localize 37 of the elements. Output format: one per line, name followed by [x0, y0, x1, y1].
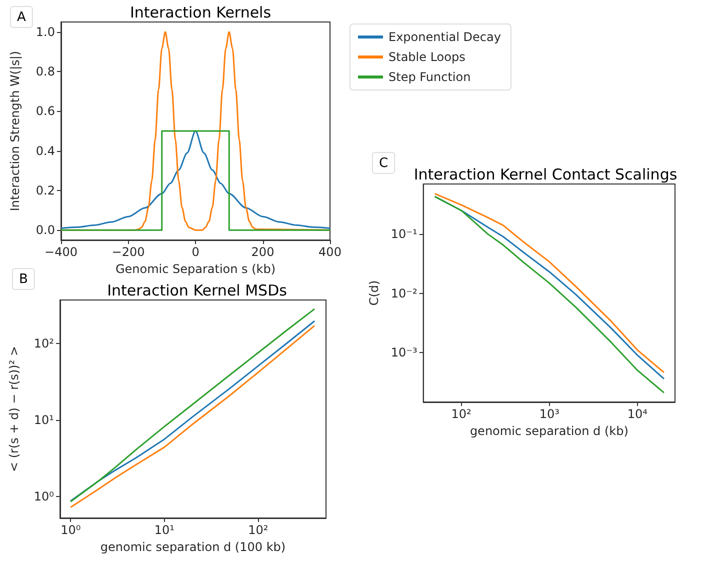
x-axis-title: Genomic Separation s (kb): [115, 262, 276, 276]
x-tick-label: 200: [251, 245, 274, 259]
x-tick-label: 10¹: [154, 523, 175, 537]
y-tick-label: 10⁻³: [390, 346, 418, 360]
x-tick-label: 10²: [451, 407, 472, 421]
y-tick-label: 10²: [34, 336, 54, 351]
y-tick-label: 10⁻²: [390, 286, 418, 300]
x-tick-label: 10²: [248, 523, 268, 537]
x-tick-label: 10⁴: [627, 407, 648, 421]
y-tick-label: 0.0: [36, 223, 55, 238]
y-tick-label: 0.8: [36, 64, 55, 79]
legend-label: Exponential Decay: [388, 30, 501, 44]
x-tick-label: −200: [112, 245, 145, 259]
chart-title: Interaction Kernels: [130, 4, 272, 22]
chart-title: Interaction Kernel MSDs: [107, 282, 288, 300]
x-tick-label: 10⁰: [60, 523, 81, 537]
y-tick-label: 0.6: [36, 104, 55, 118]
y-axis-title: C(d): [367, 280, 381, 306]
x-tick-label: −400: [44, 245, 78, 259]
y-tick-label: 0.2: [36, 183, 55, 198]
chart-title: Interaction Kernel Contact Scalings: [414, 166, 678, 184]
y-axis-title: Interaction Strength W(|s|): [8, 50, 22, 212]
y-tick-label: 0.4: [36, 144, 55, 158]
x-tick-label: 400: [318, 245, 342, 259]
x-tick-label: 0: [192, 245, 200, 259]
x-axis-title: genomic separation d (kb): [470, 424, 628, 438]
text: A: [17, 10, 26, 25]
x-axis-title: genomic separation d (100 kb): [100, 540, 286, 554]
y-tick-label: 1.0: [36, 24, 55, 39]
x-tick-label: 10³: [539, 407, 560, 421]
text: C: [379, 156, 388, 171]
legend-label: Step Function: [388, 70, 471, 84]
legend-label: Stable Loops: [388, 50, 466, 64]
y-axis-title: < (r(s + d) − r(s))² >: [7, 346, 21, 472]
text: B: [19, 272, 28, 287]
y-tick-label: 10⁰: [34, 489, 54, 504]
y-tick-label: 10⁻¹: [390, 227, 418, 242]
